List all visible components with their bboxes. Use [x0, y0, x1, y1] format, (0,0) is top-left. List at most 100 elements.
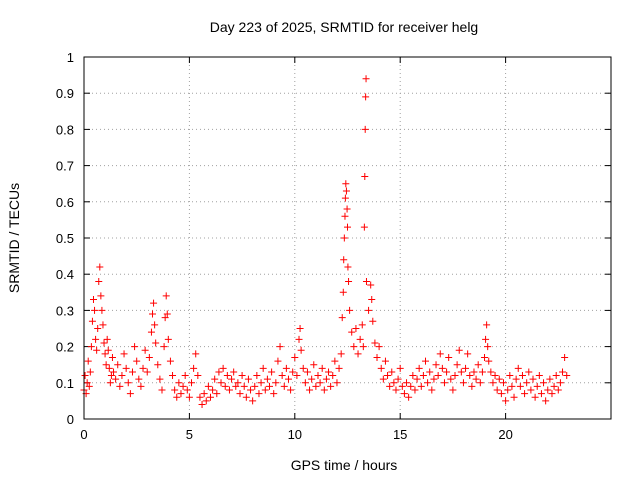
data-point: [274, 357, 282, 365]
data-point: [449, 386, 457, 394]
data-point: [181, 372, 189, 380]
data-points: [80, 75, 571, 409]
data-point: [451, 372, 459, 380]
data-point: [379, 375, 387, 383]
data-point: [261, 386, 269, 394]
data-point: [375, 343, 383, 351]
data-point: [92, 335, 100, 343]
data-point: [508, 382, 516, 390]
data-point: [91, 306, 99, 314]
data-point: [293, 372, 301, 380]
data-point: [362, 93, 370, 101]
data-point: [108, 353, 116, 361]
y-tick-label: 0.5: [56, 231, 74, 246]
data-point: [124, 379, 132, 387]
data-point: [337, 350, 345, 358]
data-point: [367, 281, 375, 289]
data-point: [356, 335, 364, 343]
data-point: [487, 368, 495, 376]
data-point: [430, 375, 438, 383]
y-tick-label: 0: [67, 412, 74, 427]
data-point: [436, 350, 444, 358]
data-point: [213, 390, 221, 398]
data-point: [139, 364, 147, 372]
data-point: [160, 343, 168, 351]
data-point: [85, 382, 93, 390]
data-point: [327, 382, 335, 390]
data-point: [415, 364, 423, 372]
data-point: [495, 375, 503, 383]
data-point: [350, 343, 358, 351]
data-point: [540, 379, 548, 387]
data-point: [100, 339, 108, 347]
data-point: [150, 299, 158, 307]
data-point: [83, 379, 91, 387]
data-point: [314, 372, 322, 380]
data-point: [426, 368, 434, 376]
data-point: [485, 357, 493, 365]
data-point: [392, 386, 400, 394]
data-point: [394, 375, 402, 383]
data-point: [204, 382, 212, 390]
data-point: [202, 397, 210, 405]
data-point: [386, 382, 394, 390]
data-point: [238, 372, 246, 380]
data-point: [198, 401, 206, 409]
data-point: [133, 357, 141, 365]
plot-frame: [83, 56, 612, 420]
data-point: [94, 325, 102, 332]
data-point: [206, 393, 214, 401]
data-point: [177, 390, 185, 398]
data-point: [341, 212, 349, 220]
data-point: [225, 386, 233, 394]
data-point: [341, 194, 349, 202]
data-point: [417, 382, 425, 390]
data-point: [340, 234, 348, 242]
data-point: [163, 310, 171, 318]
y-tick-label: 0.6: [56, 195, 74, 210]
data-point: [533, 382, 541, 390]
data-point: [518, 372, 526, 380]
y-tick-label: 0.9: [56, 86, 74, 101]
data-point: [156, 375, 164, 383]
data-point: [112, 375, 120, 383]
x-axis-label: GPS time / hours: [291, 457, 398, 473]
data-point: [506, 372, 514, 380]
data-point: [320, 386, 328, 394]
data-point: [230, 368, 238, 376]
data-point: [497, 390, 505, 398]
data-point: [510, 393, 518, 401]
data-point: [407, 382, 415, 390]
data-point: [295, 335, 303, 343]
y-tick-label: 0.1: [56, 376, 74, 391]
data-point: [110, 368, 118, 376]
data-point: [299, 364, 307, 372]
data-point: [161, 314, 169, 322]
data-point: [546, 375, 554, 383]
data-point: [173, 393, 181, 401]
data-point: [434, 372, 442, 380]
data-point: [169, 372, 177, 380]
data-point: [316, 379, 324, 387]
data-point: [369, 317, 377, 325]
data-point: [126, 390, 134, 398]
data-point: [166, 357, 174, 365]
chart-title: Day 223 of 2025, SRMTID for receiver hel…: [210, 19, 478, 35]
data-point: [447, 375, 455, 383]
data-point: [345, 277, 353, 285]
data-point: [253, 372, 261, 380]
data-point: [183, 386, 191, 394]
data-point: [87, 343, 95, 351]
data-point: [97, 292, 105, 300]
data-point: [282, 364, 290, 372]
data-point: [457, 368, 465, 376]
data-point: [270, 390, 278, 398]
data-point: [310, 361, 318, 369]
data-point: [291, 353, 299, 361]
data-point: [563, 372, 571, 380]
data-point: [107, 372, 115, 380]
y-tick-label: 1: [67, 50, 74, 65]
data-point: [296, 325, 304, 332]
data-point: [303, 368, 311, 376]
